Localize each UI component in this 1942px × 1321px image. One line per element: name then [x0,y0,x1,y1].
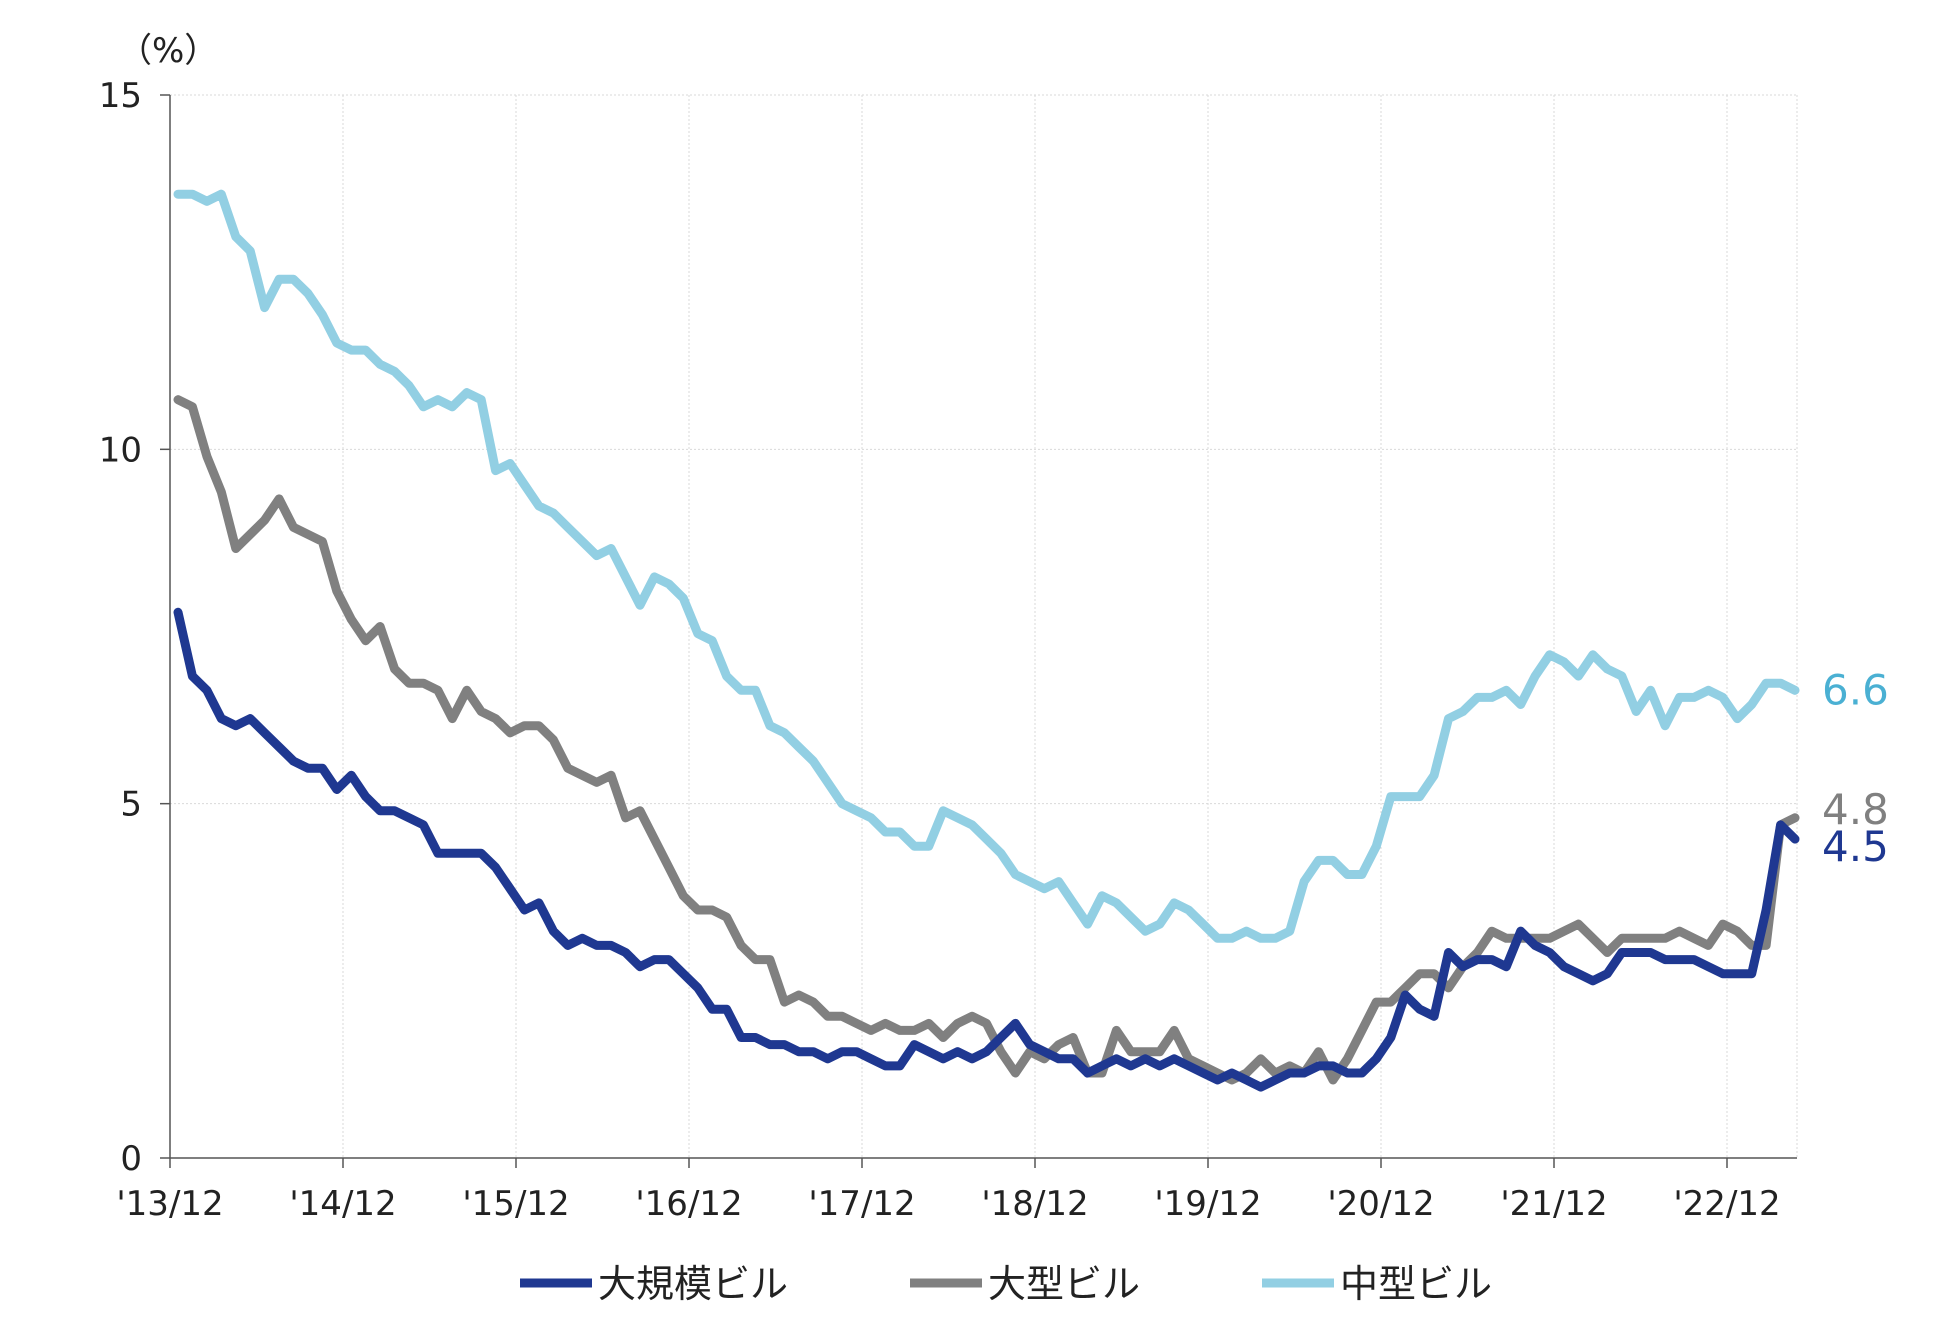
series-line-2 [173,189,1800,943]
series-line-0 [173,607,1800,1092]
legend-label-0: 大規模ビル [598,1262,788,1306]
end-label-1: 4.8 [1822,785,1889,834]
grid-lines [170,94,1798,1158]
legend: 大規模ビル 大型ビル 中型ビル [520,1262,1492,1306]
end-label-0: 4.5 [1822,822,1889,871]
x-tick-label: '13/12 [116,1184,223,1224]
y-tick-labels: 0 5 10 15 [99,76,142,1179]
x-tick-labels: '13/12 '14/12 '15/12 '16/12 '17/12 '18/12 '19/… [116,1184,1780,1224]
x-tick-label: '20/12 [1327,1184,1434,1224]
axes [160,94,1797,1168]
y-tick-label: 0 [120,1139,142,1179]
x-tick-label: '21/12 [1500,1184,1607,1224]
x-tick-label: '15/12 [462,1184,569,1224]
series-lines [173,189,1800,1092]
legend-label-1: 大型ビル [988,1262,1140,1306]
y-unit-label: （%） [118,31,218,71]
legend-label-2: 中型ビル [1340,1262,1492,1306]
x-tick-label: '18/12 [981,1184,1088,1224]
x-tick-label: '17/12 [808,1184,915,1224]
end-labels: 4.54.8 6.6 [1822,665,1889,871]
y-tick-label: 15 [99,76,142,116]
y-tick-label: 5 [120,785,142,825]
series-line-1 [173,395,1800,1085]
x-tick-label: '14/12 [289,1184,396,1224]
x-tick-label: '19/12 [1154,1184,1261,1224]
y-tick-label: 10 [99,430,142,470]
x-tick-label: '16/12 [635,1184,742,1224]
x-tick-label: '22/12 [1673,1184,1780,1224]
end-label-2: 6.6 [1822,665,1889,714]
